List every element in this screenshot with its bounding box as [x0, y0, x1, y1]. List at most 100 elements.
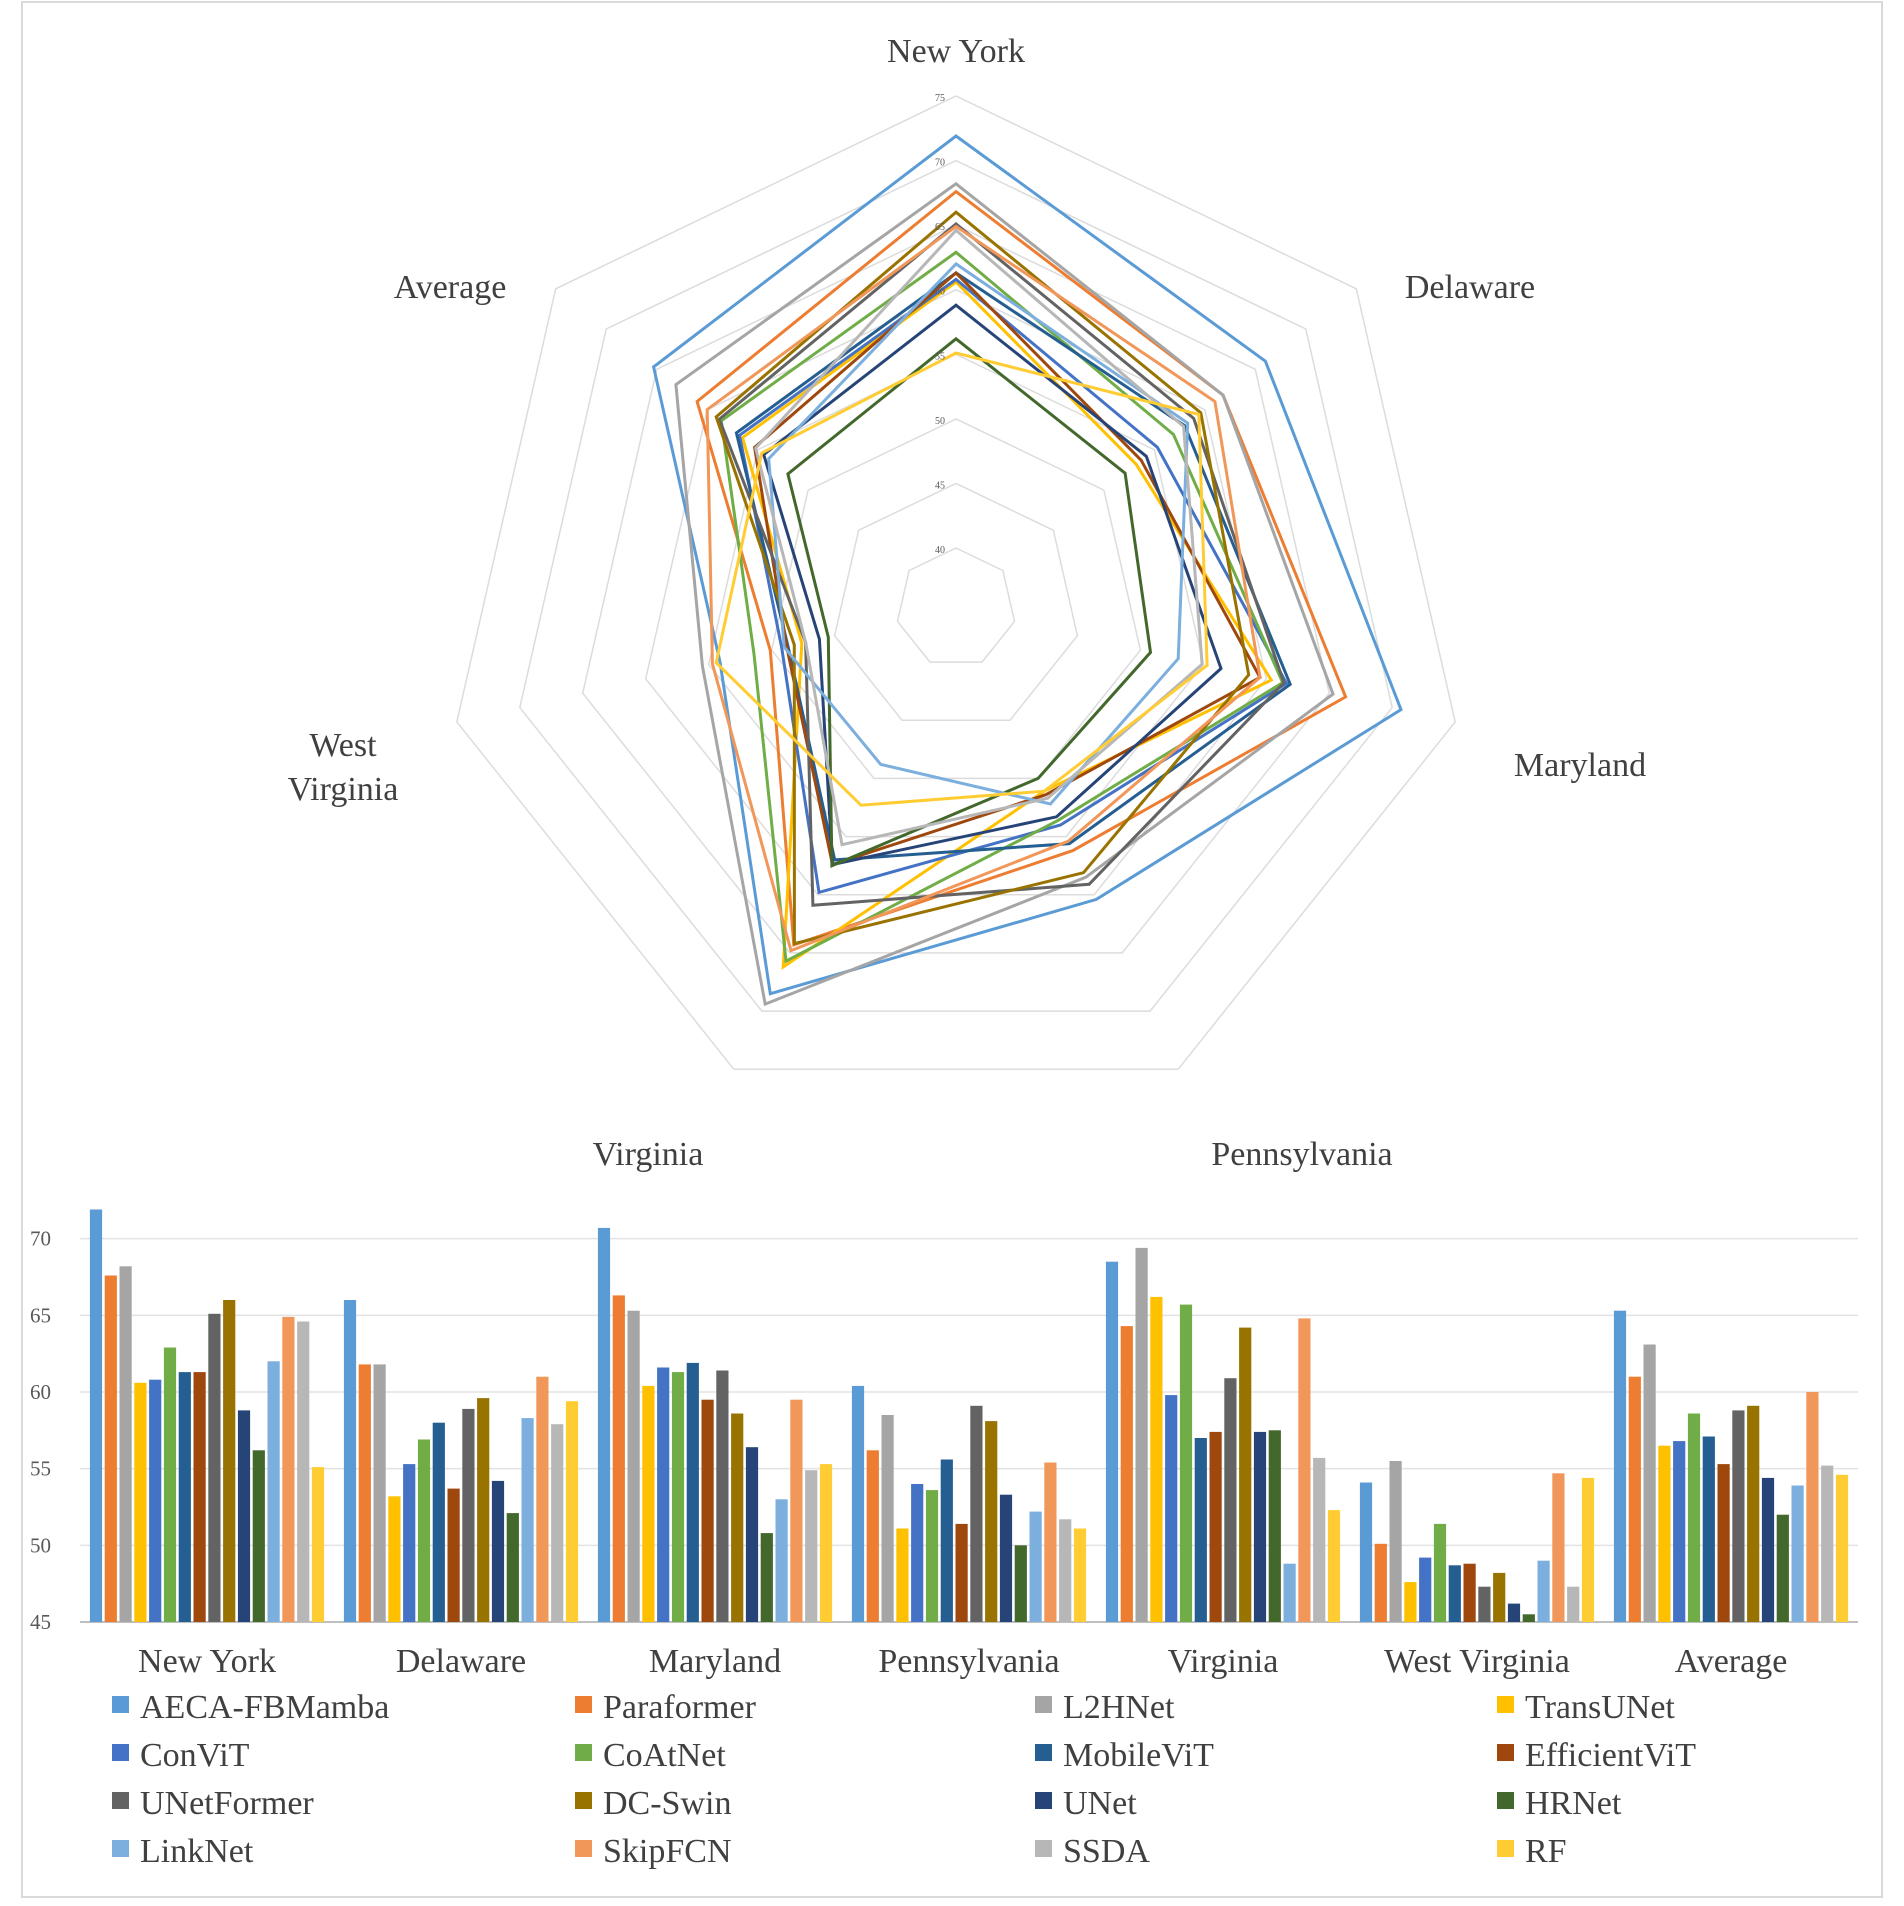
- bar-group-maryland: [597, 1227, 833, 1622]
- bar-l2hnet-delaware: [373, 1364, 386, 1622]
- radar-axis-label-virginia: Virginia: [593, 1136, 704, 1173]
- legend-swatch: [575, 1744, 592, 1761]
- bar-transunet-new-york: [134, 1382, 147, 1622]
- bar-ytick-label: 45: [30, 1610, 51, 1634]
- bar-group-west-virginia: [1359, 1461, 1595, 1622]
- radar-gridline-65: [581, 224, 1331, 954]
- radar-tick-label: 40: [935, 545, 945, 556]
- bar-ssda-west-virginia: [1567, 1586, 1580, 1622]
- radar-series-mobilevit: [734, 271, 1293, 862]
- legend-label: UNet: [1063, 1785, 1137, 1822]
- bar-mobilevit-new-york: [178, 1372, 191, 1622]
- legend-item-coatnet: CoAtNet: [575, 1737, 726, 1774]
- bar-unet-maryland: [745, 1447, 759, 1622]
- radar-series-aeca-fbmamba: [651, 134, 1403, 996]
- bar-transunet-delaware: [388, 1496, 401, 1622]
- bar-group-new-york: [89, 1209, 325, 1622]
- bar-linknet-pennsylvania: [1029, 1511, 1042, 1622]
- radar-tick-label: 45: [935, 480, 945, 491]
- bar-skipfcn-new-york: [282, 1316, 295, 1622]
- bar-category-label-pennsylvania: Pennsylvania: [878, 1643, 1059, 1680]
- bar-group-virginia: [1105, 1247, 1341, 1622]
- legend-label: SkipFCN: [603, 1833, 732, 1870]
- bar-convit-pennsylvania: [911, 1484, 924, 1622]
- radar-axis-label-delaware: Delaware: [1405, 269, 1535, 306]
- bar-convit-average: [1673, 1441, 1686, 1622]
- bar-unet-pennsylvania: [999, 1494, 1013, 1622]
- legend-item-convit: ConViT: [112, 1737, 250, 1774]
- radar-axis-label-new-york: New York: [887, 33, 1025, 70]
- bar-mobilevit-virginia: [1194, 1438, 1207, 1622]
- legend-item-aeca-fbmamba: AECA-FBMamba: [112, 1689, 389, 1726]
- bar-efficientvit-virginia: [1209, 1431, 1222, 1622]
- radar-series-coatnet: [719, 250, 1285, 964]
- bar-coatnet-pennsylvania: [925, 1490, 939, 1622]
- bar-linknet-virginia: [1283, 1563, 1296, 1622]
- bar-unetformer-pennsylvania: [970, 1405, 983, 1622]
- legend-swatch: [112, 1840, 129, 1857]
- radar-axis-label-pennsylvania: Pennsylvania: [1211, 1136, 1392, 1173]
- bar-efficientvit-west-virginia: [1463, 1563, 1476, 1622]
- bar-coatnet-average: [1687, 1413, 1701, 1622]
- legend-item-transunet: TransUNet: [1497, 1689, 1675, 1726]
- bar-category-label-new-york: New York: [138, 1643, 276, 1680]
- bar-linknet-maryland: [775, 1499, 788, 1622]
- legend: AECA-FBMamba Paraformer L2HNet TransUNet Con…: [112, 1689, 1696, 1870]
- legend-swatch: [112, 1792, 129, 1809]
- legend-label: AECA-FBMamba: [140, 1689, 389, 1726]
- bar-rf-west-virginia: [1581, 1477, 1595, 1622]
- bar-aeca-fbmamba-new-york: [89, 1209, 103, 1622]
- legend-item-rf: RF: [1497, 1833, 1567, 1870]
- legend-item-linknet: LinkNet: [112, 1833, 254, 1870]
- radar-tick-label: 75: [935, 93, 945, 104]
- bar-l2hnet-maryland: [627, 1310, 640, 1622]
- bar-paraformer-maryland: [612, 1295, 625, 1622]
- legend-swatch: [575, 1696, 592, 1713]
- legend-swatch: [112, 1744, 129, 1761]
- legend-swatch: [575, 1840, 592, 1857]
- bar-convit-new-york: [149, 1379, 162, 1622]
- legend-label: TransUNet: [1525, 1689, 1675, 1726]
- bar-aeca-fbmamba-pennsylvania: [851, 1385, 865, 1622]
- radar-tick-label: 50: [935, 416, 945, 427]
- bar-skipfcn-west-virginia: [1552, 1473, 1565, 1622]
- bar-aeca-fbmamba-maryland: [597, 1227, 611, 1622]
- bar-aeca-fbmamba-average: [1613, 1310, 1627, 1622]
- bar-transunet-virginia: [1150, 1296, 1163, 1622]
- bar-unetformer-virginia: [1224, 1378, 1237, 1622]
- legend-label: DC-Swin: [603, 1785, 731, 1822]
- bar-hrnet-west-virginia: [1522, 1614, 1535, 1622]
- legend-swatch: [1035, 1696, 1052, 1713]
- bar-rf-maryland: [819, 1464, 833, 1622]
- radar-axis-label-maryland: Maryland: [1514, 747, 1646, 784]
- bar-dc-swin-delaware: [477, 1398, 490, 1622]
- radar-chart: 40 45 50 55 60 65 70 75 New York Delaware Marylan…: [288, 33, 1646, 1173]
- bar-transunet-average: [1658, 1445, 1671, 1622]
- bar-transunet-maryland: [642, 1385, 655, 1622]
- bar-transunet-pennsylvania: [896, 1528, 909, 1622]
- bar-l2hnet-pennsylvania: [881, 1415, 894, 1622]
- bar-coatnet-maryland: [671, 1372, 685, 1622]
- legend-swatch: [1497, 1744, 1514, 1761]
- legend-item-dc-swin: DC-Swin: [575, 1785, 731, 1822]
- radar-series-rf: [714, 351, 1209, 807]
- legend-swatch: [1035, 1840, 1052, 1857]
- radar-series-dc-swin: [714, 210, 1251, 946]
- legend-swatch: [1035, 1744, 1052, 1761]
- bar-mobilevit-average: [1702, 1436, 1715, 1622]
- legend-swatch: [1497, 1840, 1514, 1857]
- bar-skipfcn-delaware: [536, 1376, 549, 1622]
- legend-label: UNetFormer: [140, 1785, 314, 1822]
- bar-ssda-maryland: [805, 1470, 818, 1622]
- bar-rf-delaware: [565, 1401, 579, 1622]
- bar-dc-swin-west-virginia: [1493, 1572, 1506, 1622]
- radar-series-transunet: [740, 280, 1274, 970]
- bar-linknet-average: [1791, 1485, 1804, 1622]
- bar-ssda-average: [1821, 1465, 1834, 1622]
- bar-paraformer-pennsylvania: [866, 1450, 879, 1622]
- bar-skipfcn-pennsylvania: [1044, 1462, 1057, 1622]
- bar-ytick-label: 50: [30, 1533, 51, 1557]
- bar-category-label-virginia: Virginia: [1168, 1643, 1279, 1680]
- legend-item-skipfcn: SkipFCN: [575, 1833, 732, 1870]
